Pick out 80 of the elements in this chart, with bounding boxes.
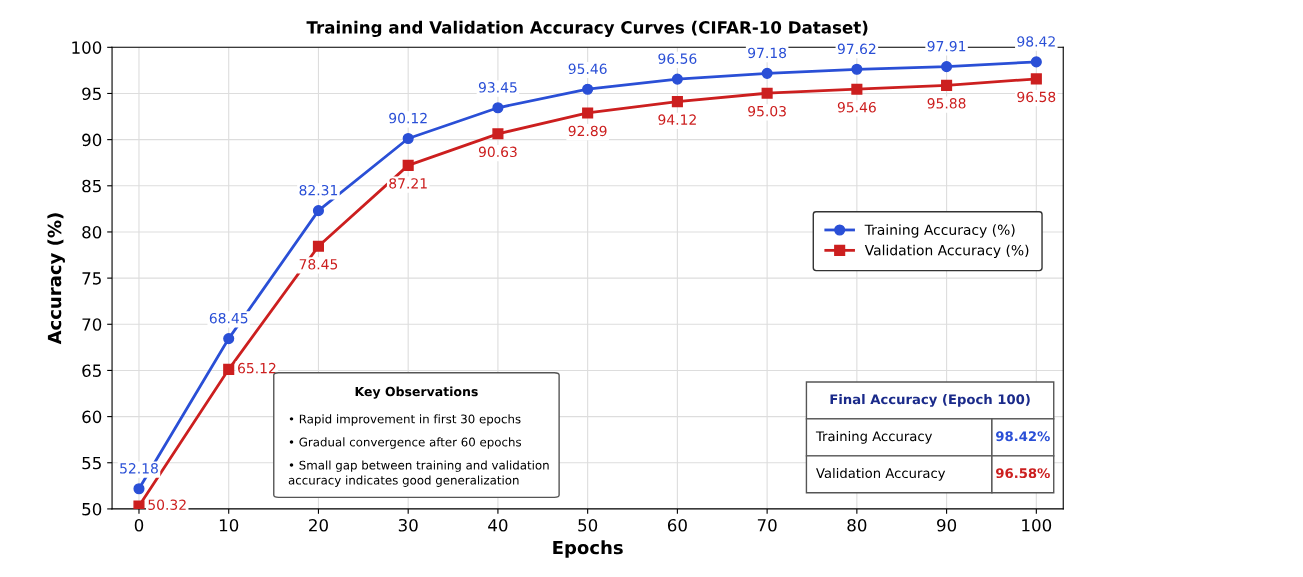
data-label: 96.56 [658,53,697,64]
data-label: 92.89 [568,125,607,137]
data-label: 94.12 [658,114,696,125]
x-axis-title: Epochs [553,540,623,558]
point [941,79,953,91]
annotation: 98.42% [996,431,1050,442]
point [1030,73,1042,85]
point [402,132,414,145]
data-label: 95.46 [837,101,876,113]
data-label: 65.12 [238,362,276,374]
point [582,107,594,119]
point [402,159,414,171]
x-tick-label: 30 [398,518,418,532]
y-tick-label: 95 [82,87,101,101]
point [312,240,325,252]
point [582,83,594,95]
annotation: • Gradual convergence after 60 epochs [289,437,522,449]
point [851,83,863,95]
data-label: 98.42 [1017,36,1055,47]
point [671,96,683,108]
annotation: 96.58% [996,468,1050,479]
x-tick-label: 90 [937,518,957,532]
data-label: 90.63 [478,146,517,158]
y-tick-label: 70 [82,318,102,331]
annotation: Training Accuracy [815,430,933,444]
data-label: 95.88 [927,98,966,109]
point [223,333,235,345]
point [1030,56,1042,68]
data-label: 97.62 [837,43,876,55]
point [761,67,773,79]
x-tick-label: 10 [219,518,239,532]
point [492,128,504,140]
annotation: Key Observations [355,386,478,399]
x-tick-label: 100 [1022,518,1052,532]
chart-title: Training and Validation Accuracy Curves (CIFAR-10 Dataset) [306,20,868,38]
data-label: 90.12 [389,112,427,124]
data-label: 93.45 [478,82,517,93]
x-tick-label: 60 [667,518,687,532]
y-axis-title: Accuracy (%) [47,213,65,345]
annotation: • Small gap between training and validation accuracy indicates good generalization [288,460,549,487]
x-tick-label: 50 [578,518,598,532]
point [851,63,863,75]
data-label: 78.45 [299,259,338,270]
y-tick-label: 80 [82,225,102,239]
data-label: 68.45 [209,312,248,324]
data-label: 50.32 [148,499,186,510]
point [133,483,145,495]
point [671,73,683,85]
y-tick-label: 60 [82,410,102,424]
y-tick-label: 65 [82,364,101,377]
point [133,500,145,509]
annotation: Validation Accuracy [816,467,946,481]
legend-label: Validation Accuracy (%) [864,244,1029,259]
y-tick-label: 75 [82,272,101,285]
data-label: 52.18 [120,463,158,474]
point [761,87,773,99]
point [312,205,325,217]
x-tick-label: 80 [847,518,867,532]
data-label: 97.91 [927,40,966,52]
data-label: 87.21 [389,178,427,189]
y-tick-label: 85 [82,179,101,193]
y-tick-label: 50 [82,502,102,516]
legend-label: Training Accuracy (%) [864,224,1015,238]
data-label: 82.31 [299,184,338,196]
point [223,363,235,375]
data-label: 95.46 [568,63,607,75]
data-label: 95.03 [748,105,786,117]
point [492,102,504,114]
data-label: 97.18 [748,47,787,59]
annotation: • Rapid improvement in first 30 epochs [289,414,521,426]
point [941,61,953,73]
y-tick-label: 55 [82,456,101,470]
x-tick-label: 0 [134,518,144,532]
x-tick-label: 70 [757,518,777,532]
y-tick-label: 90 [82,133,102,147]
y-tick-label: 100 [72,41,102,54]
data-label: 96.58 [1017,91,1056,103]
annotation: Final Accuracy (Epoch 100) [830,394,1030,407]
x-tick-label: 20 [309,518,328,532]
x-tick-label: 40 [488,518,508,532]
